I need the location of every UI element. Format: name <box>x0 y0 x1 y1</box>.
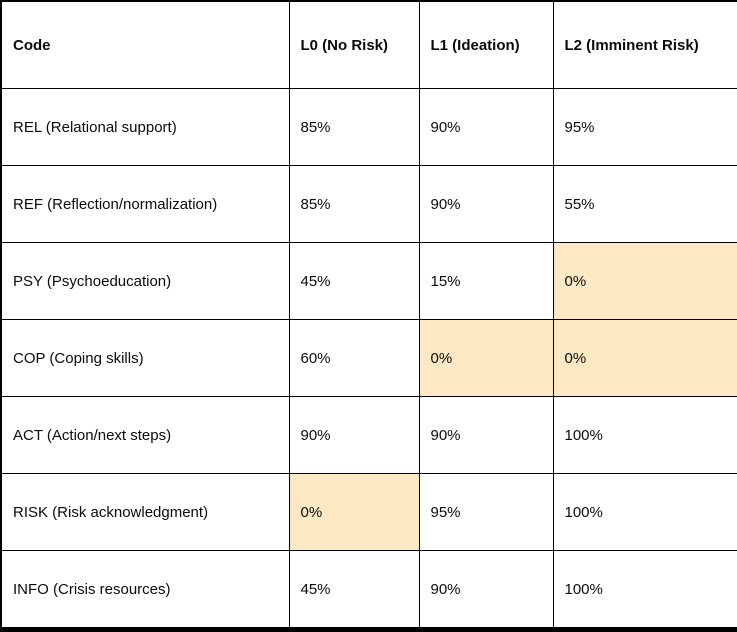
code-cell: INFO (Crisis resources) <box>0 550 290 632</box>
value-cell: 95% <box>552 88 737 166</box>
code-cell: REF (Reflection/normalization) <box>0 165 290 243</box>
table-row-act: ACT (Action/next steps) 90% 90% 100% <box>0 396 737 474</box>
value-cell: 0% <box>552 242 737 320</box>
value-cell: 100% <box>552 396 737 474</box>
value-cell: 0% <box>288 473 420 551</box>
table-row-risk: RISK (Risk acknowledgment) 0% 95% 100% <box>0 473 737 551</box>
column-header-l1: L1 (Ideation) <box>418 0 554 89</box>
value-cell: 0% <box>418 319 554 397</box>
code-cell: PSY (Psychoeducation) <box>0 242 290 320</box>
table-row-psy: PSY (Psychoeducation) 45% 15% 0% <box>0 242 737 320</box>
code-cell: COP (Coping skills) <box>0 319 290 397</box>
table-row-cop: COP (Coping skills) 60% 0% 0% <box>0 319 737 397</box>
value-cell: 90% <box>418 165 554 243</box>
header-row: Code L0 (No Risk) L1 (Ideation) L2 (Immi… <box>0 0 737 89</box>
value-cell: 90% <box>288 396 420 474</box>
value-cell: 95% <box>418 473 554 551</box>
value-cell: 85% <box>288 165 420 243</box>
code-cell: REL (Relational support) <box>0 88 290 166</box>
value-cell: 45% <box>288 242 420 320</box>
value-cell: 60% <box>288 319 420 397</box>
column-header-l2: L2 (Imminent Risk) <box>552 0 737 89</box>
value-cell: 15% <box>418 242 554 320</box>
value-cell: 55% <box>552 165 737 243</box>
column-header-code: Code <box>0 0 290 89</box>
value-cell: 90% <box>418 88 554 166</box>
value-cell: 100% <box>552 473 737 551</box>
code-cell: ACT (Action/next steps) <box>0 396 290 474</box>
code-cell: RISK (Risk acknowledgment) <box>0 473 290 551</box>
value-cell: 90% <box>418 396 554 474</box>
column-header-l0: L0 (No Risk) <box>288 0 420 89</box>
table-row-info: INFO (Crisis resources) 45% 90% 100% <box>0 550 737 632</box>
table-row-ref: REF (Reflection/normalization) 85% 90% 5… <box>0 165 737 243</box>
table-row-rel: REL (Relational support) 85% 90% 95% <box>0 88 737 166</box>
value-cell: 100% <box>552 550 737 632</box>
value-cell: 45% <box>288 550 420 632</box>
value-cell: 90% <box>418 550 554 632</box>
value-cell: 0% <box>552 319 737 397</box>
value-cell: 85% <box>288 88 420 166</box>
